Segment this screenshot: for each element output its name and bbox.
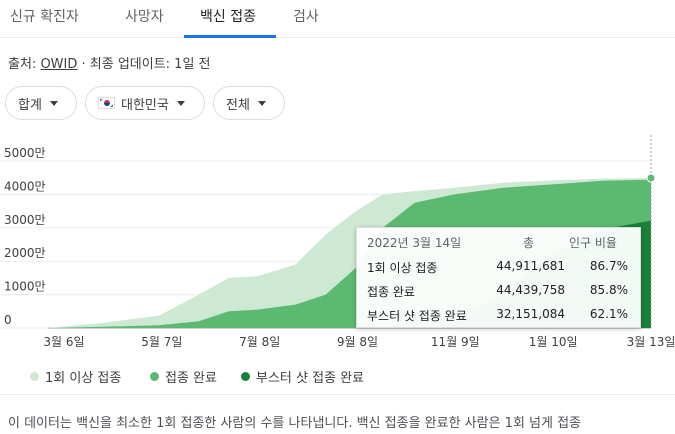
x-axis-ticks: 3월 6일 5월 7일 7월 8일 9월 8일 11월 9일 1월 10일 3월 13일: [43, 335, 675, 349]
legend-item-fully-vaccinated[interactable]: 접종 완료: [150, 367, 217, 386]
y-tick-label: 1000만: [4, 280, 46, 294]
tooltip-row-label: 부스터 샷 접종 완료: [367, 309, 467, 323]
y-axis-ticks: 5000만 4000만 3000만 2000만 1000만 0: [4, 146, 46, 327]
caret-down-icon: [49, 100, 58, 106]
x-tick-label: 1월 10일: [529, 335, 578, 349]
tooltip-row-pct: 62.1%: [589, 307, 628, 321]
tooltip-row-pct: 85.8%: [589, 283, 628, 297]
tooltip-col-pct: 인구 비율: [569, 236, 617, 250]
y-tick-label: 3000만: [4, 213, 46, 227]
chart-tooltip: 2022년 3월 14일 총 인구 비율 1회 이상 접종 44,911,681…: [356, 227, 641, 328]
scope-label: 전체: [226, 97, 250, 113]
scope-dropdown[interactable]: 전체: [213, 86, 285, 120]
legend-label: 부스터 샷 접종 완료: [256, 371, 365, 386]
hover-marker: [646, 135, 656, 328]
legend-dot: [30, 372, 39, 381]
aggregate-label: 합계: [18, 97, 42, 113]
source-line: 출처: OWID · 최종 업데이트: 1일 전: [8, 53, 211, 72]
source-prefix: 출처:: [8, 57, 41, 72]
caret-down-icon: [176, 100, 185, 106]
y-tick-label: 0: [4, 313, 12, 327]
tooltip-col-total: 총: [523, 236, 535, 250]
y-tick-label: 4000만: [4, 179, 46, 193]
legend-item-booster[interactable]: 부스터 샷 접종 완료: [241, 367, 364, 386]
x-tick-label: 11월 9일: [431, 335, 480, 349]
legend-label: 1회 이상 접종: [45, 371, 122, 386]
x-tick-label: 5월 7일: [141, 335, 182, 349]
hover-point: [646, 173, 656, 183]
y-tick-label: 5000만: [4, 146, 46, 160]
tooltip-row: 1회 이상 접종 44,911,681 86.7%: [357, 259, 642, 279]
x-tick-label: 3월 13일: [627, 335, 675, 349]
tooltip-row-value: 44,911,681: [496, 259, 565, 273]
tooltip-date: 2022년 3월 14일: [367, 236, 462, 250]
tab-bar: 신규 확진자 사망자 백신 접종 검사: [0, 0, 675, 38]
tooltip-row-value: 32,151,084: [496, 307, 565, 321]
y-tick-label: 2000만: [4, 246, 46, 260]
legend-item-first-dose[interactable]: 1회 이상 접종: [30, 367, 121, 386]
tab-vaccinations[interactable]: 백신 접종: [200, 9, 256, 25]
legend-dot: [241, 372, 250, 381]
legend-label: 접종 완료: [165, 371, 217, 386]
x-tick-label: 7월 8일: [239, 335, 280, 349]
tooltip-row: 부스터 샷 접종 완료 32,151,084 62.1%: [357, 307, 642, 327]
tooltip-row-pct: 86.7%: [589, 259, 628, 273]
active-tab-indicator: [184, 35, 276, 38]
aggregate-dropdown[interactable]: 합계: [5, 86, 77, 120]
caret-down-icon: [257, 100, 266, 106]
x-tick-label: 9월 8일: [337, 335, 378, 349]
tooltip-row-label: 접종 완료: [367, 285, 415, 299]
divider: [0, 394, 675, 395]
tooltip-row-label: 1회 이상 접종: [367, 261, 438, 275]
tab-testing[interactable]: 검사: [293, 9, 319, 25]
source-updated: · 최종 업데이트: 1일 전: [77, 57, 211, 72]
tooltip-row-value: 44,439,758: [496, 283, 565, 297]
region-label: 대한민국: [121, 97, 169, 113]
tooltip-row: 접종 완료 44,439,758 85.8%: [357, 283, 642, 303]
region-dropdown[interactable]: 대한민국: [85, 86, 205, 120]
tab-deaths[interactable]: 사망자: [125, 9, 164, 25]
legend-dot: [150, 372, 159, 381]
source-link[interactable]: OWID: [40, 57, 78, 72]
south-korea-flag-icon: [98, 97, 115, 109]
data-description: 이 데이터는 백신을 최소한 1회 접종한 사람의 수를 나타냅니다. 백신 접…: [8, 416, 582, 431]
x-tick-label: 3월 6일: [43, 335, 84, 349]
tab-new-cases[interactable]: 신규 확진자: [10, 9, 79, 25]
